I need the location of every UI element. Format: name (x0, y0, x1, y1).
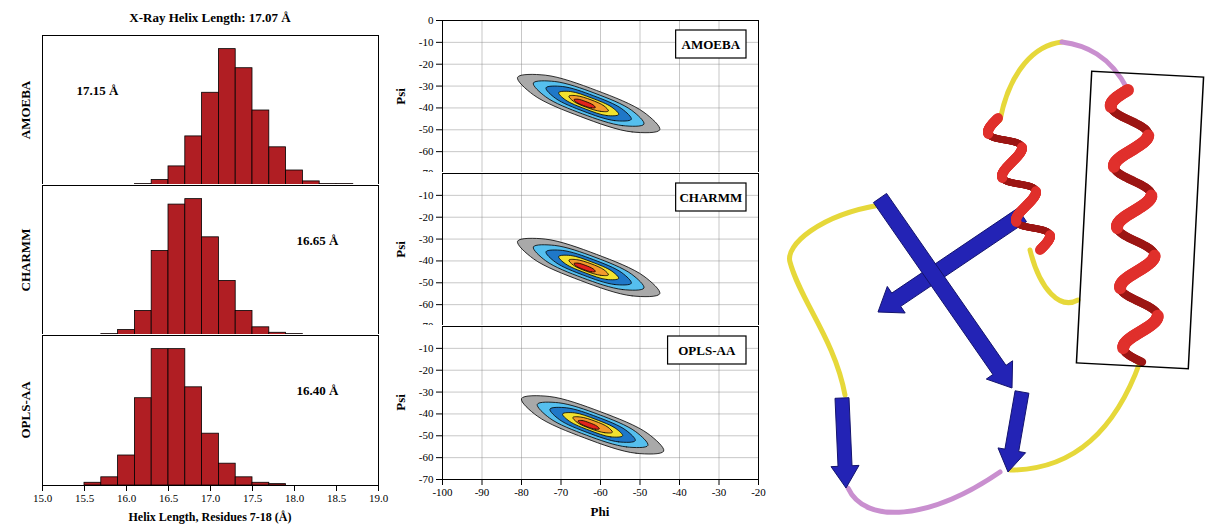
svg-text:-20: -20 (751, 486, 766, 498)
svg-text:OPLS-AA: OPLS-AA (18, 381, 33, 439)
svg-text:19.0: 19.0 (369, 492, 389, 504)
svg-text:-30: -30 (419, 80, 434, 92)
svg-text:-30: -30 (712, 486, 727, 498)
svg-text:Psi: Psi (393, 394, 408, 411)
svg-text:16.40 Å: 16.40 Å (297, 383, 340, 398)
svg-text:15.5: 15.5 (75, 492, 95, 504)
svg-text:17.5: 17.5 (243, 492, 263, 504)
svg-text:OPLS-AA: OPLS-AA (678, 343, 736, 358)
svg-text:18.0: 18.0 (285, 492, 305, 504)
svg-text:-100: -100 (432, 486, 453, 498)
svg-text:AMOEBA: AMOEBA (18, 80, 33, 139)
svg-text:18.5: 18.5 (327, 492, 347, 504)
svg-text:Phi: Phi (591, 504, 610, 519)
svg-text:15.0: 15.0 (33, 492, 53, 504)
svg-text:-10: -10 (419, 189, 434, 201)
svg-text:-50: -50 (419, 429, 434, 441)
svg-text:-40: -40 (419, 254, 434, 266)
svg-text:16.0: 16.0 (117, 492, 137, 504)
svg-text:17.15 Å: 17.15 Å (77, 83, 120, 98)
svg-text:-60: -60 (419, 145, 434, 157)
svg-text:Helix Length, Residues 7-18 (Å: Helix Length, Residues 7-18 (Å) (129, 510, 292, 524)
svg-text:-70: -70 (554, 486, 569, 498)
svg-text:-30: -30 (419, 386, 434, 398)
html-text:X-Ray Helix Length: 17.07 Å: X-Ray Helix Length: 17.07 Å (129, 10, 291, 25)
svg-text:-60: -60 (593, 486, 608, 498)
svg-text:-50: -50 (419, 123, 434, 135)
svg-text:-20: -20 (419, 364, 434, 376)
svg-text:-10: -10 (419, 342, 434, 354)
svg-text:Psi: Psi (393, 88, 408, 105)
svg-text:17.0: 17.0 (201, 492, 221, 504)
svg-text:-40: -40 (672, 486, 687, 498)
svg-text:-40: -40 (419, 407, 434, 419)
svg-text:-70: -70 (419, 473, 434, 485)
svg-text:0: 0 (428, 14, 434, 26)
svg-text:-40: -40 (419, 101, 434, 113)
svg-text:-30: -30 (419, 233, 434, 245)
svg-text:16.65 Å: 16.65 Å (297, 233, 340, 248)
svg-text:-50: -50 (419, 276, 434, 288)
svg-text:-90: -90 (475, 486, 490, 498)
svg-text:Psi: Psi (393, 241, 408, 258)
svg-text:-50: -50 (633, 486, 648, 498)
svg-text:-20: -20 (419, 211, 434, 223)
svg-text:-60: -60 (419, 298, 434, 310)
svg-text:-80: -80 (514, 486, 529, 498)
svg-text:-10: -10 (419, 36, 434, 48)
svg-text:-20: -20 (419, 58, 434, 70)
svg-text:CHARMM: CHARMM (18, 229, 33, 292)
svg-text:-60: -60 (419, 451, 434, 463)
svg-text:AMOEBA: AMOEBA (682, 37, 741, 52)
svg-text:CHARMM: CHARMM (679, 190, 742, 205)
svg-text:16.5: 16.5 (159, 492, 179, 504)
